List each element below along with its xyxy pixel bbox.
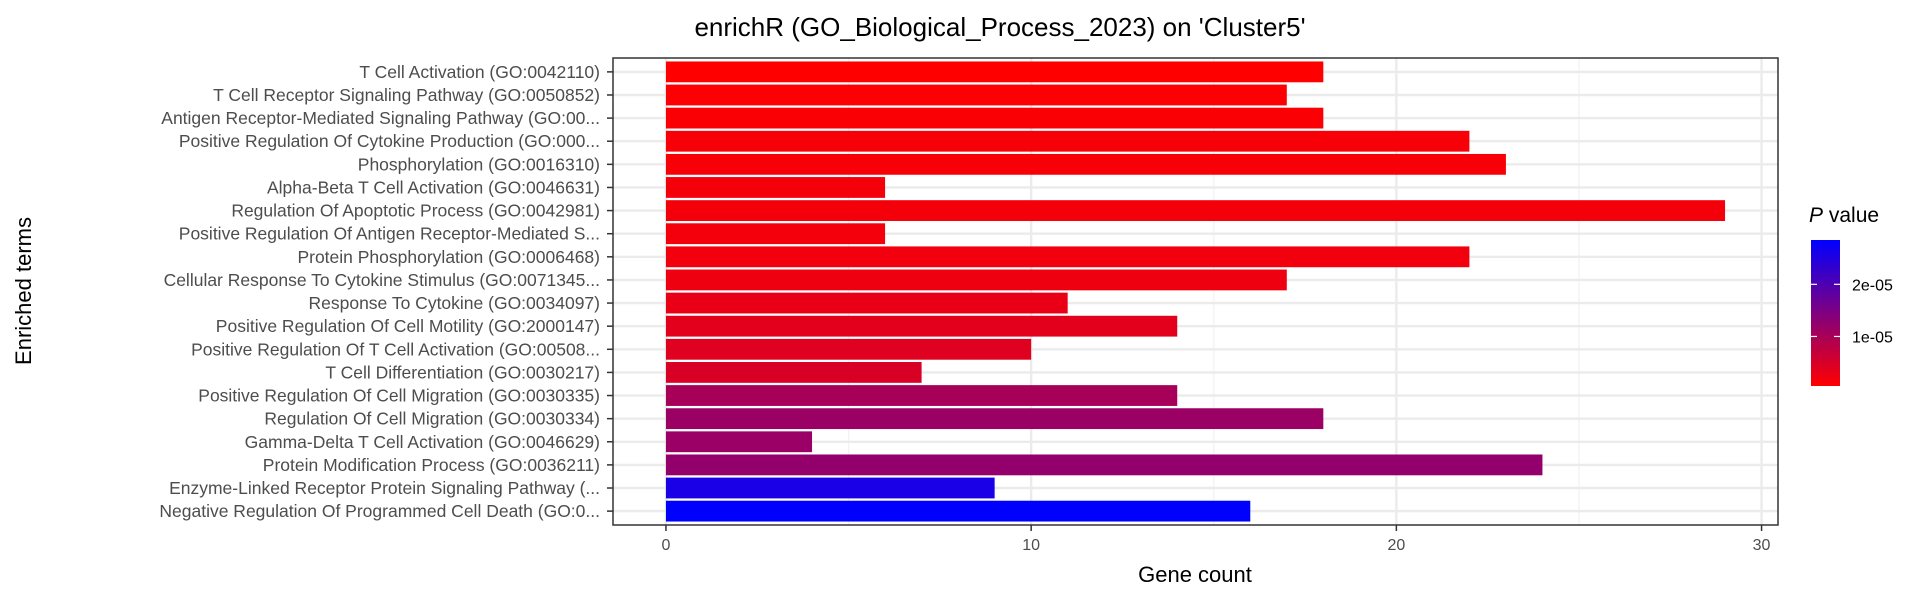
color-legend: P value 1e-05 2e-05	[1809, 204, 1893, 386]
bar	[665, 61, 1324, 83]
chart-title: enrichR (GO_Biological_Process_2023) on …	[694, 12, 1305, 42]
category-label: T Cell Activation (GO:0042110)	[359, 62, 600, 82]
legend-tick-label: 2e-05	[1852, 277, 1893, 294]
bar	[665, 315, 1178, 337]
category-label: Negative Regulation Of Programmed Cell D…	[159, 501, 600, 521]
bar	[665, 292, 1068, 314]
bar	[665, 500, 1251, 522]
category-label: Regulation Of Apoptotic Process (GO:0042…	[231, 201, 600, 221]
category-label: Antigen Receptor-Mediated Signaling Path…	[161, 108, 600, 128]
plot-border	[612, 57, 1779, 526]
bar	[665, 153, 1506, 175]
category-label: Protein Modification Process (GO:0036211…	[263, 455, 600, 475]
x-axis-ticks: 0 10 20 30	[662, 525, 1771, 554]
bar	[665, 130, 1470, 152]
bar	[665, 177, 886, 198]
legend-title-p: P	[1809, 204, 1823, 227]
category-label: Response To Cytokine (GO:0034097)	[308, 293, 600, 313]
x-tick-label: 20	[1387, 537, 1405, 554]
category-label: Positive Regulation Of Antigen Receptor-…	[179, 224, 600, 244]
legend-colorbar	[1811, 240, 1840, 386]
category-labels: T Cell Activation (GO:0042110) T Cell Rec…	[159, 62, 613, 521]
category-label: Alpha-Beta T Cell Activation (GO:0046631…	[267, 177, 600, 197]
category-label: Gamma-Delta T Cell Activation (GO:004662…	[245, 432, 600, 452]
bar	[665, 431, 813, 453]
category-label: Enzyme-Linked Receptor Protein Signaling…	[169, 478, 600, 498]
legend-tick-label: 1e-05	[1852, 329, 1893, 346]
x-tick-label: 0	[662, 537, 671, 554]
category-label: Positive Regulation Of Cytokine Producti…	[179, 131, 600, 151]
legend-title-rest: value	[1823, 204, 1879, 227]
bar	[665, 107, 1324, 129]
bar	[665, 338, 1032, 360]
bar	[665, 408, 1324, 430]
bar	[665, 246, 1470, 268]
bar	[665, 200, 1726, 221]
bar	[665, 385, 1178, 406]
bar	[665, 454, 1543, 476]
x-tick-label: 30	[1753, 537, 1771, 554]
x-tick-label: 10	[1022, 537, 1040, 554]
category-label: Cellular Response To Cytokine Stimulus (…	[164, 270, 600, 290]
bar	[665, 84, 1287, 106]
x-axis-title: Gene count	[1138, 562, 1252, 587]
bar	[665, 223, 886, 245]
bar	[665, 362, 922, 383]
legend-title: P value	[1809, 204, 1879, 227]
category-label: Positive Regulation Of T Cell Activation…	[191, 339, 600, 359]
category-label: T Cell Differentiation (GO:0030217)	[325, 362, 600, 382]
bar	[665, 269, 1287, 291]
category-label: Protein Phosphorylation (GO:0006468)	[297, 247, 600, 267]
category-label: Phosphorylation (GO:0016310)	[358, 154, 600, 174]
bar	[665, 477, 995, 499]
bar-layer	[665, 61, 1726, 522]
category-label: Positive Regulation Of Cell Motility (GO…	[216, 316, 600, 336]
category-label: Regulation Of Cell Migration (GO:0030334…	[264, 409, 600, 429]
y-axis-title: Enriched terms	[11, 217, 36, 365]
category-label: T Cell Receptor Signaling Pathway (GO:00…	[213, 85, 600, 105]
category-label: Positive Regulation Of Cell Migration (G…	[198, 386, 600, 406]
legend-ticks: 1e-05 2e-05	[1811, 277, 1893, 346]
